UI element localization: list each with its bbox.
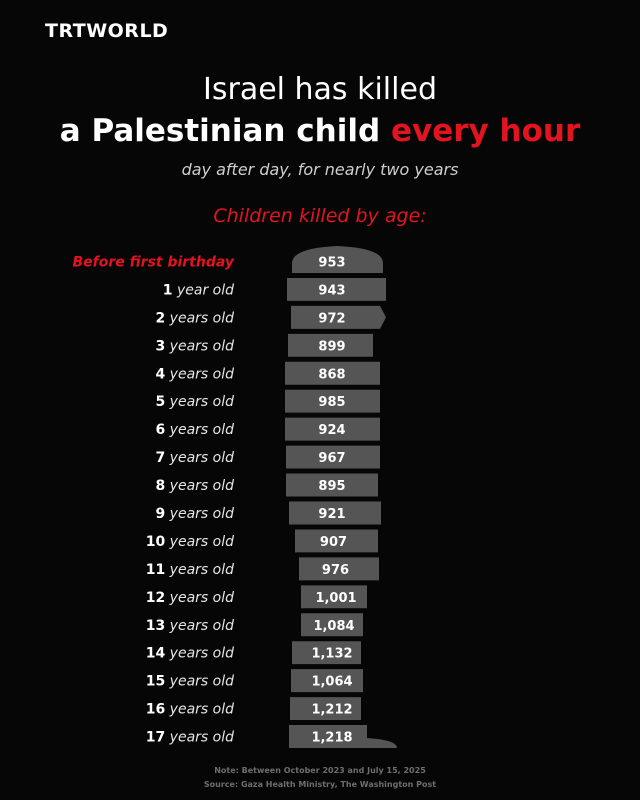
data-label: 1,084 (313, 619, 354, 634)
data-label: 1,064 (311, 675, 352, 690)
bar-band (295, 529, 378, 553)
data-label: 868 (318, 367, 345, 382)
category-label: 11 years old (146, 562, 234, 578)
data-label: 1,218 (311, 731, 352, 746)
bar-band (292, 246, 383, 273)
bar-band (285, 417, 380, 441)
category-label: 5 years old (155, 394, 234, 410)
category-label: 10 years old (146, 534, 234, 550)
category-label: Before first birthday (72, 254, 234, 270)
headline-line-2-prefix: a Palestinian child (59, 113, 391, 149)
bar-band (292, 641, 361, 665)
footer-source: Source: Gaza Health Ministry, The Washin… (203, 780, 437, 789)
subtitle: day after day, for nearly two years (181, 160, 459, 179)
data-label: 1,001 (315, 591, 356, 606)
data-label: 985 (318, 395, 345, 410)
data-label: 953 (318, 255, 345, 270)
footer-note: Note: Between October 2023 and July 15, … (214, 766, 426, 775)
bar-band (287, 277, 386, 301)
category-label: 3 years old (155, 338, 234, 354)
data-label: 1,132 (311, 647, 352, 662)
data-label: 972 (318, 311, 345, 326)
bar-band (285, 389, 380, 413)
category-label: 16 years old (146, 702, 234, 718)
data-label: 899 (318, 339, 345, 354)
category-label: 15 years old (146, 674, 234, 690)
bar-band (285, 361, 380, 385)
bar-band (286, 473, 378, 497)
data-label: 976 (322, 563, 349, 578)
data-label: 924 (318, 423, 345, 438)
category-label: 4 years old (155, 366, 234, 382)
category-label: 13 years old (146, 618, 234, 634)
data-label: 1,212 (311, 703, 352, 718)
data-label: 967 (318, 451, 345, 466)
bar-band (289, 725, 397, 748)
bar-band (289, 501, 381, 525)
chart-title: Children killed by age: (213, 205, 427, 227)
data-label: 895 (318, 479, 345, 494)
trt-world-logo: TRTWORLD (45, 20, 169, 42)
data-label: 921 (318, 507, 345, 522)
category-label: 1 year old (163, 282, 234, 298)
data-label: 907 (320, 535, 347, 550)
bar-band (288, 333, 373, 357)
category-label: 6 years old (155, 422, 234, 438)
bar-band (291, 305, 386, 329)
bar-band (299, 557, 379, 581)
bar-band (301, 613, 363, 637)
category-label: 12 years old (146, 590, 234, 606)
bar-band (286, 445, 380, 469)
bar-band (290, 697, 361, 721)
bar-band (291, 669, 363, 693)
category-label: 7 years old (155, 450, 234, 466)
silhouette-bands (285, 246, 397, 748)
category-label: 17 years old (146, 730, 234, 746)
data-label: 943 (318, 283, 345, 298)
headline-line-1: Israel has killed (203, 72, 437, 107)
headline-accent: every hour (390, 113, 581, 149)
category-label: 2 years old (155, 310, 234, 326)
category-label: 9 years old (155, 506, 234, 522)
category-label: 14 years old (146, 646, 234, 662)
category-label: 8 years old (155, 478, 234, 494)
bar-band (301, 585, 367, 609)
headline-line-2: a Palestinian child every hour (0, 113, 640, 149)
